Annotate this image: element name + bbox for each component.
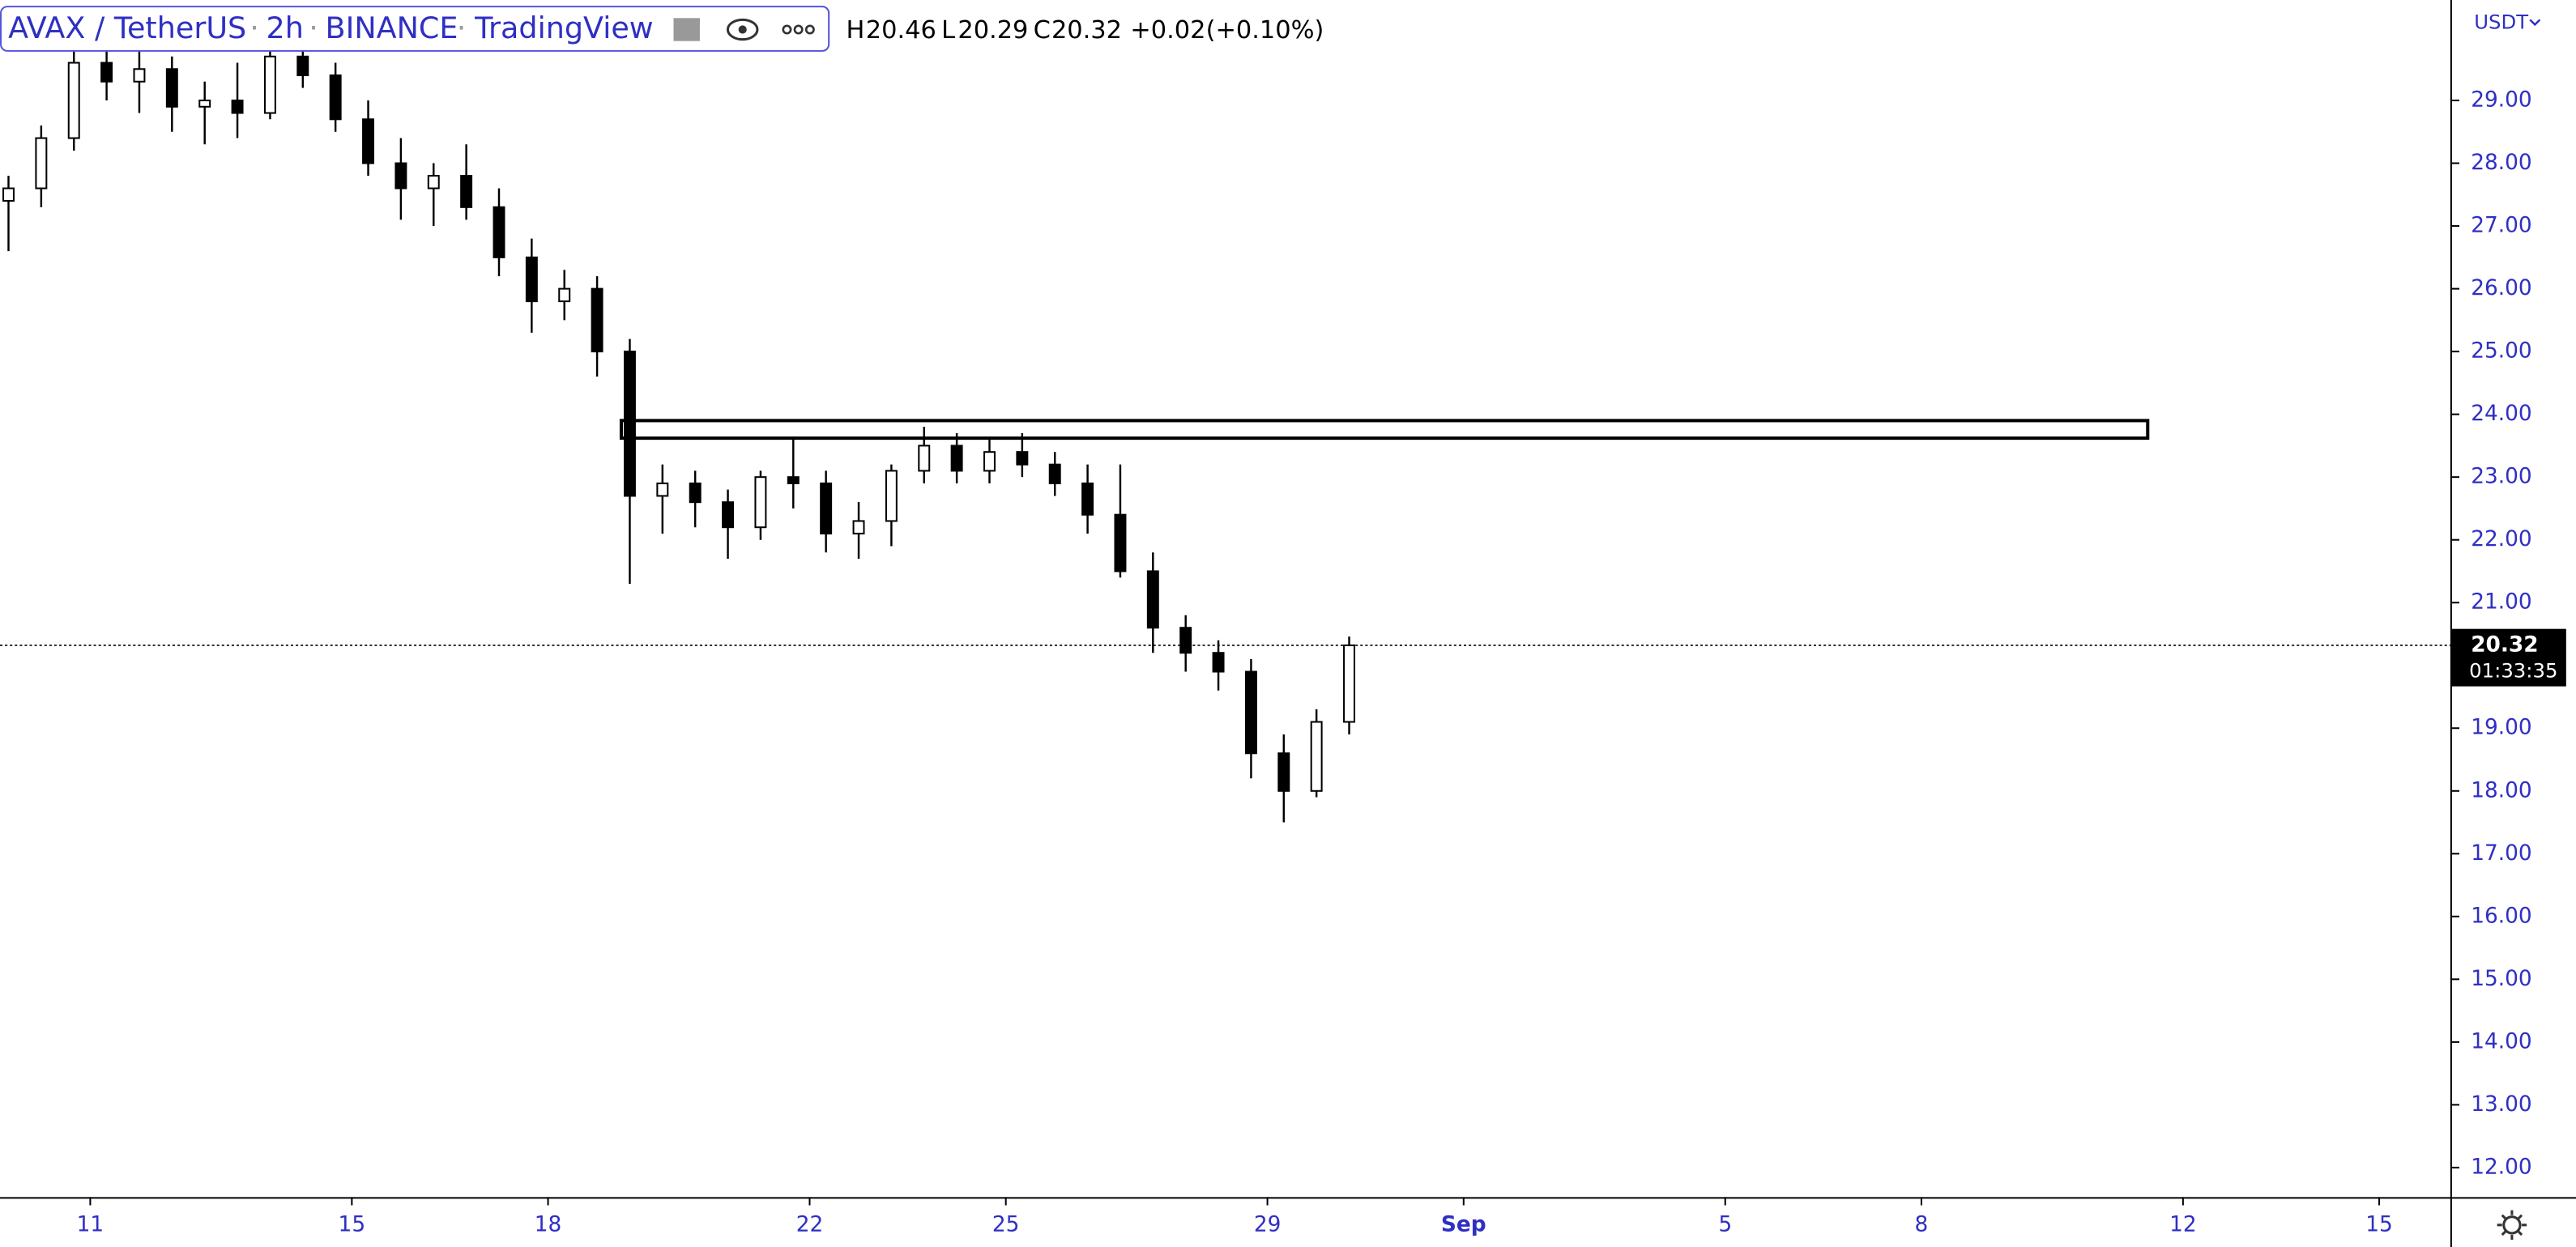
candle-body-down — [493, 206, 505, 258]
y-tick-label: 13.00 — [2471, 1092, 2531, 1117]
y-tick-label: 22.00 — [2471, 527, 2531, 551]
x-tick-label: 29 — [1254, 1212, 1282, 1236]
legend-low-label: L — [941, 16, 955, 45]
y-tick-label: 12.00 — [2471, 1155, 2531, 1179]
candle-body-up — [1310, 721, 1323, 792]
candle-body-down — [1277, 752, 1290, 792]
y-tick-label: 27.00 — [2471, 214, 2531, 238]
candle-body-down — [623, 351, 636, 497]
y-tick-label: 19.00 — [2471, 716, 2531, 740]
separator: · — [309, 11, 318, 45]
candle-body-up — [656, 482, 669, 497]
candle-body-up — [35, 137, 48, 189]
legend-change: +0.02 — [1130, 16, 1205, 45]
y-tick-label: 29.00 — [2471, 88, 2531, 113]
x-tick-label: 22 — [796, 1212, 824, 1236]
legend-low: 20.29 — [957, 16, 1028, 45]
candle-body-down — [362, 118, 374, 164]
y-tick-label: 28.00 — [2471, 151, 2531, 175]
settings-icon[interactable] — [2497, 1210, 2527, 1241]
candle-body-down — [1081, 482, 1094, 516]
candle-body-up — [427, 175, 440, 189]
candle-body-up — [198, 100, 211, 108]
candle-body-up — [2, 187, 15, 202]
candle-body-down — [1179, 627, 1192, 654]
candle-body-down — [460, 175, 473, 208]
y-tick-label: 24.00 — [2471, 402, 2531, 426]
candle-body-down — [231, 100, 244, 114]
legend-close-label: C — [1034, 16, 1051, 45]
legend-high-label: H — [846, 16, 864, 45]
x-tick-label: Sep — [1441, 1212, 1486, 1236]
candle-body-up — [67, 62, 80, 139]
candle-body-down — [950, 445, 963, 472]
candle-body-down — [525, 256, 538, 303]
y-tick-label: 21.00 — [2471, 590, 2531, 615]
legend-close: 20.32 — [1051, 16, 1122, 45]
candle-body-down — [100, 62, 113, 83]
candle-body-down — [787, 476, 800, 484]
candle-body-up — [983, 451, 996, 472]
x-tick-label: 8 — [1915, 1212, 1929, 1236]
candle-body-up — [1343, 644, 1355, 723]
candle-body-down — [1212, 652, 1225, 673]
x-tick-label: 15 — [339, 1212, 366, 1236]
x-tick-label: 12 — [2169, 1212, 2197, 1236]
header-box[interactable] — [0, 6, 830, 52]
y-tick-label: 25.00 — [2471, 339, 2531, 364]
separator: · — [457, 11, 467, 45]
currency[interactable]: USDT — [2474, 10, 2528, 33]
x-tick-label: 25 — [992, 1212, 1020, 1236]
candle-body-down — [689, 482, 702, 504]
separator: · — [249, 11, 259, 45]
countdown: 01:33:35 — [2469, 658, 2557, 682]
candle-body-down — [1146, 570, 1159, 629]
y-tick-label: 17.00 — [2471, 841, 2531, 866]
candle-body-down — [329, 74, 342, 121]
candle-body-up — [852, 520, 865, 534]
candle-body-down — [296, 55, 309, 77]
candle-body-down — [165, 68, 178, 108]
last-price-badge — [2450, 628, 2566, 687]
candle-body-up — [885, 470, 898, 522]
candle-body-down — [395, 162, 407, 189]
candle-body-down — [1244, 670, 1257, 755]
x-tick-label: 18 — [535, 1212, 562, 1236]
candle-body-down — [591, 287, 603, 353]
interval[interactable]: 2h — [267, 11, 304, 45]
legend-high: 20.46 — [866, 16, 936, 45]
symbol[interactable]: AVAX / TetherUS — [8, 11, 246, 45]
x-tick-label: 15 — [2365, 1212, 2393, 1236]
plot-area — [0, 25, 2451, 823]
more-icon[interactable] — [782, 24, 815, 35]
candle-body-down — [1048, 463, 1061, 484]
y-tick-label: 15.00 — [2471, 967, 2531, 991]
y-tick-label: 14.00 — [2471, 1029, 2531, 1053]
candle-body-down — [1016, 451, 1029, 466]
y-tick-label: 16.00 — [2471, 904, 2531, 928]
y-tick-label: 18.00 — [2471, 778, 2531, 802]
candle-body-down — [722, 501, 735, 529]
flag-icon[interactable] — [673, 18, 700, 41]
x-tick-label: 11 — [77, 1212, 104, 1236]
zone-rectangle — [619, 419, 2150, 440]
candle-body-up — [558, 287, 571, 303]
candle-body-up — [263, 55, 276, 114]
legend-change-pct: (+0.10%) — [1206, 16, 1324, 45]
currency-caret[interactable] — [2529, 19, 2541, 27]
candle-body-up — [918, 445, 931, 472]
y-tick-label: 26.00 — [2471, 276, 2531, 300]
candle-body-up — [133, 68, 146, 83]
y-tick-label: 23.00 — [2471, 465, 2531, 489]
last-price-label: 20.32 — [2471, 632, 2538, 657]
eye-icon[interactable] — [726, 18, 759, 41]
source: TradingView — [474, 11, 654, 45]
candle-body-down — [1114, 513, 1127, 572]
x-tick-label: 5 — [1718, 1212, 1732, 1236]
exchange: BINANCE — [326, 11, 458, 45]
candle-body-up — [754, 476, 767, 529]
candle-body-down — [820, 482, 833, 534]
